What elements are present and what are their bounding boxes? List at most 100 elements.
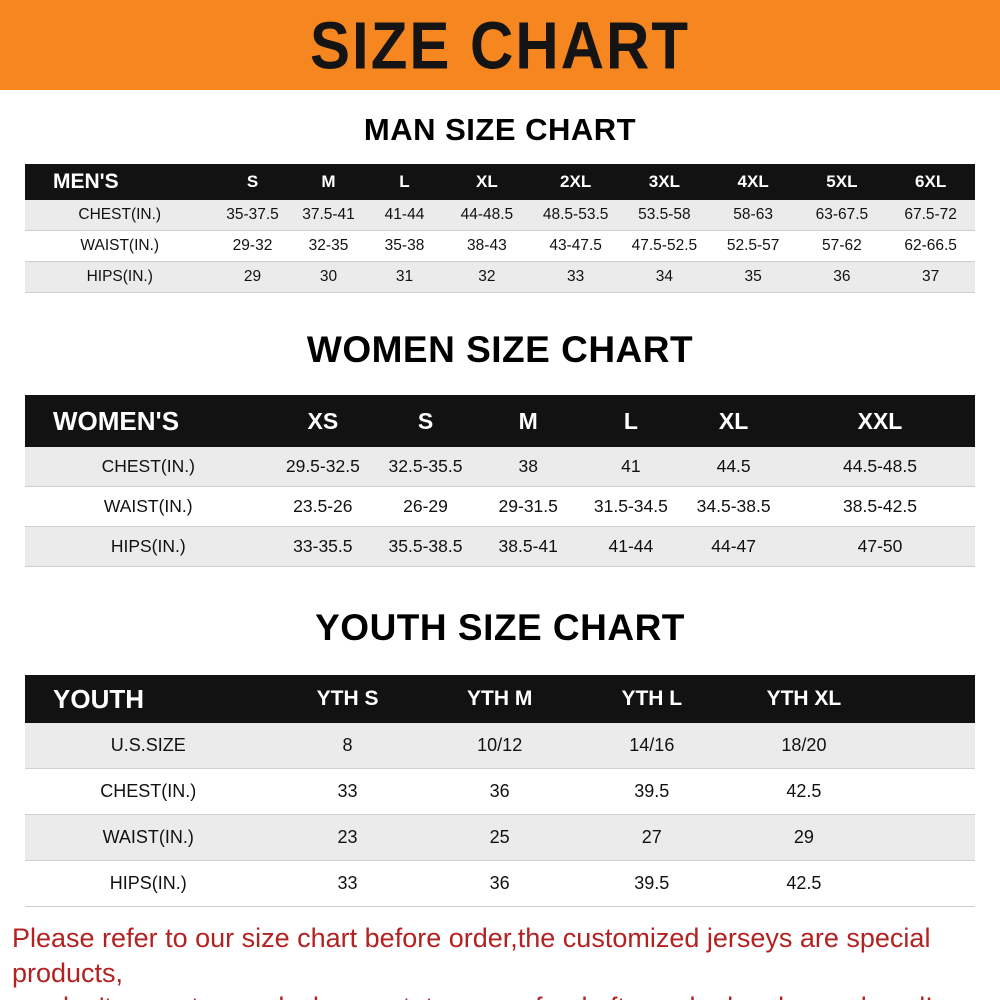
size-value-cell: 23.5-26 xyxy=(271,486,375,527)
size-value-cell: 41 xyxy=(579,447,683,487)
size-value-cell: 25 xyxy=(423,814,576,861)
table-row: CHEST(IN.) 33 36 39.5 42.5 xyxy=(25,768,975,815)
size-value-cell: 47-50 xyxy=(785,526,975,567)
table-row: WAIST(IN.) 23.5-26 26-29 29-31.5 31.5-34.5 34… xyxy=(25,486,975,527)
size-column-header: L xyxy=(579,395,683,447)
size-value-cell: 29-32 xyxy=(214,230,291,262)
size-column-header: 4XL xyxy=(708,164,798,200)
table-header-row: MEN'S S M L XL 2XL 3XL 4XL 5XL 6XL xyxy=(25,164,975,200)
size-value-cell: 31 xyxy=(366,261,443,293)
size-value-cell: 8 xyxy=(271,723,424,769)
size-chart-title: SIZE CHART xyxy=(310,7,690,83)
table-row: CHEST(IN.) 29.5-32.5 32.5-35.5 38 41 44.5 44.5… xyxy=(25,447,975,487)
size-value-cell: 53.5-58 xyxy=(620,200,709,231)
table-row: HIPS(IN.) 33-35.5 35.5-38.5 38.5-41 41-44 44-… xyxy=(25,526,975,567)
size-value-cell: 38.5-41 xyxy=(476,526,580,567)
row-label: WAIST(IN.) xyxy=(25,814,272,861)
size-column-header: S xyxy=(214,164,291,200)
women-chart-heading: WOMEN SIZE CHART xyxy=(306,329,694,370)
size-value-cell: 27 xyxy=(575,814,728,861)
size-value-cell: 36 xyxy=(423,768,576,815)
size-column-header: M xyxy=(476,395,580,447)
size-value-cell: 33-35.5 xyxy=(271,526,375,567)
size-value-cell: 10/12 xyxy=(423,723,576,769)
size-value-cell: 30 xyxy=(290,261,367,293)
size-value-cell: 58-63 xyxy=(708,200,798,231)
size-column-header: 3XL xyxy=(620,164,709,200)
youth-size-table: YOUTH YTH S YTH M YTH L YTH XL U.S.SIZE 8 10/12… xyxy=(25,675,975,907)
spacer-cell xyxy=(880,723,975,769)
size-value-cell: 32-35 xyxy=(290,230,367,262)
size-column-header: M xyxy=(290,164,367,200)
size-value-cell: 62-66.5 xyxy=(886,230,975,262)
size-value-cell: 36 xyxy=(423,860,576,907)
size-value-cell: 48.5-53.5 xyxy=(531,200,620,231)
table-row: U.S.SIZE 8 10/12 14/16 18/20 xyxy=(25,723,975,769)
size-value-cell: 37.5-41 xyxy=(290,200,367,231)
size-value-cell: 33 xyxy=(271,860,424,907)
size-value-cell: 31.5-34.5 xyxy=(579,486,683,527)
size-value-cell: 67.5-72 xyxy=(886,200,975,231)
size-column-header: XXL xyxy=(785,395,975,447)
table-corner-label: YOUTH xyxy=(25,675,272,723)
size-column-header: L xyxy=(366,164,443,200)
spacer-cell xyxy=(880,814,975,861)
size-column-header: 6XL xyxy=(886,164,975,200)
size-value-cell: 33 xyxy=(271,768,424,815)
table-corner-label: MEN'S xyxy=(25,164,215,200)
size-value-cell: 23 xyxy=(271,814,424,861)
size-value-cell: 35.5-38.5 xyxy=(374,526,477,567)
table-row: WAIST(IN.) 23 25 27 29 xyxy=(25,814,975,861)
size-value-cell: 32 xyxy=(442,261,532,293)
row-label: CHEST(IN.) xyxy=(25,447,272,487)
size-value-cell: 39.5 xyxy=(575,860,728,907)
size-column-header: XL xyxy=(442,164,532,200)
size-value-cell: 63-67.5 xyxy=(797,200,887,231)
size-value-cell: 38.5-42.5 xyxy=(785,486,975,527)
size-value-cell: 14/16 xyxy=(575,723,728,769)
size-value-cell: 37 xyxy=(886,261,975,293)
row-label: WAIST(IN.) xyxy=(25,230,215,262)
youth-chart-heading: YOUTH SIZE CHART xyxy=(315,607,685,648)
size-value-cell: 57-62 xyxy=(797,230,887,262)
size-value-cell: 47.5-52.5 xyxy=(620,230,709,262)
row-label: HIPS(IN.) xyxy=(25,860,272,907)
men-chart-heading: MAN SIZE CHART xyxy=(363,112,637,147)
size-value-cell: 44.5 xyxy=(682,447,785,487)
size-column-header: YTH S xyxy=(271,675,424,723)
women-size-table: WOMEN'S XS S M L XL XXL CHEST(IN.) 29.5-32.5 32.5… xyxy=(25,395,975,567)
size-value-cell: 29 xyxy=(214,261,291,293)
disclaimer-line-2: we don't accept cancel, change, teturn o… xyxy=(12,990,990,1000)
size-value-cell: 41-44 xyxy=(366,200,443,231)
header-spacer-cell xyxy=(880,675,975,723)
size-value-cell: 38-43 xyxy=(442,230,532,262)
size-value-cell: 35-38 xyxy=(366,230,443,262)
table-row: HIPS(IN.) 33 36 39.5 42.5 xyxy=(25,860,975,907)
size-value-cell: 33 xyxy=(531,261,620,293)
size-value-cell: 36 xyxy=(797,261,887,293)
size-value-cell: 41-44 xyxy=(579,526,683,567)
table-row: WAIST(IN.) 29-32 32-35 35-38 38-43 43-47.5 47.… xyxy=(25,230,975,262)
table-row: HIPS(IN.) 29 30 31 32 33 34 35 36 37 xyxy=(25,261,975,293)
table-corner-label: WOMEN'S xyxy=(25,395,272,447)
size-column-header: 2XL xyxy=(531,164,620,200)
size-column-header: YTH L xyxy=(575,675,728,723)
size-value-cell: 29 xyxy=(727,814,880,861)
size-value-cell: 44-48.5 xyxy=(442,200,532,231)
disclaimer-line-1: Please refer to our size chart before or… xyxy=(12,923,931,988)
spacer-cell xyxy=(880,860,975,907)
row-label: CHEST(IN.) xyxy=(25,768,272,815)
size-value-cell: 39.5 xyxy=(575,768,728,815)
size-value-cell: 35 xyxy=(708,261,798,293)
men-size-table: MEN'S S M L XL 2XL 3XL 4XL 5XL 6XL CHEST(IN.) 35-37… xyxy=(25,164,975,293)
size-value-cell: 42.5 xyxy=(727,860,880,907)
size-column-header: 5XL xyxy=(797,164,887,200)
size-value-cell: 34 xyxy=(620,261,709,293)
table-header-row: WOMEN'S XS S M L XL XXL xyxy=(25,395,975,447)
size-column-header: XL xyxy=(682,395,785,447)
row-label: WAIST(IN.) xyxy=(25,486,272,527)
size-value-cell: 32.5-35.5 xyxy=(374,447,477,487)
row-label: CHEST(IN.) xyxy=(25,200,215,231)
size-value-cell: 26-29 xyxy=(374,486,477,527)
